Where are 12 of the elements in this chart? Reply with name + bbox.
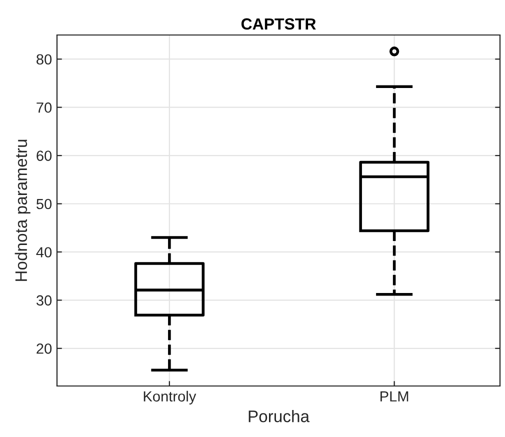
x-tick-label: PLM <box>380 391 408 402</box>
chart-title: CAPTSTR <box>241 18 316 30</box>
y-tick-label: 80 <box>36 54 52 65</box>
y-tick-label: 50 <box>36 198 52 210</box>
y-tick-label: 40 <box>36 247 52 258</box>
y-tick-label: 60 <box>36 150 52 161</box>
x-tick-label: Kontroly <box>144 390 196 404</box>
x-axis-title: Porucha <box>248 410 310 422</box>
y-axis-title: Hodnota parametru <box>14 140 30 281</box>
y-tick-label: 20 <box>36 343 52 354</box>
y-tick-label: 30 <box>36 295 52 306</box>
y-tick-label: 70 <box>36 102 52 113</box>
